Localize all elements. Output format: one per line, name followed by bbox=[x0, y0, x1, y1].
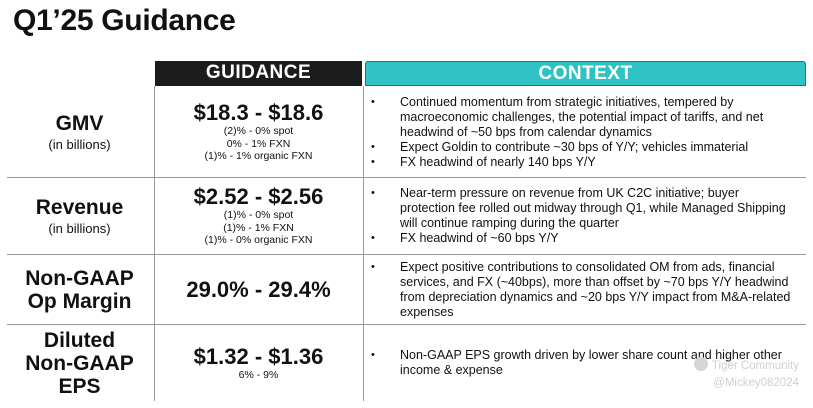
bullet-icon: • bbox=[371, 260, 375, 273]
metric-unit: (in billions) bbox=[48, 220, 111, 236]
guidance-range: $1.32 - $1.36 bbox=[193, 343, 324, 369]
context-text: Non-GAAP EPS growth driven by lower shar… bbox=[400, 348, 782, 377]
context-cell: • Near-term pressure on revenue from UK C… bbox=[365, 178, 795, 254]
context-text: Near-term pressure on revenue from UK C2… bbox=[400, 186, 786, 230]
guidance-range: $2.52 - $2.56 bbox=[193, 184, 324, 210]
context-text: FX headwind of ~60 bps Y/Y bbox=[400, 231, 559, 245]
bullet-icon: • bbox=[371, 187, 375, 199]
guidance-cell: 29.0% - 29.4% bbox=[155, 255, 362, 324]
guidance-note: 0% - 1% FXN bbox=[226, 137, 291, 150]
metric-cell: Diluted Non-GAAP EPS bbox=[7, 325, 152, 401]
guidance-range: 29.0% - 29.4% bbox=[186, 276, 331, 302]
metric-unit: (in billions) bbox=[48, 136, 111, 152]
metric-cell: GMV (in billions) bbox=[7, 87, 152, 177]
context-text: FX headwind of nearly 140 bps Y/Y bbox=[400, 154, 596, 169]
context-cell: • Non-GAAP EPS growth driven by lower sha… bbox=[365, 325, 795, 401]
context-text: Continued momentum from strategic initia… bbox=[400, 94, 764, 139]
guidance-note: (1)% - 1% organic FXN bbox=[204, 150, 313, 163]
divider-left bbox=[154, 86, 155, 401]
metric-name: Diluted bbox=[43, 328, 116, 352]
guidance-note: (1)% - 0% organic FXN bbox=[204, 234, 313, 247]
watermark-brand: Tiger Community bbox=[693, 357, 799, 375]
page-title: Q1’25 Guidance bbox=[13, 4, 236, 37]
context-bullet: • Near-term pressure on revenue from UK C… bbox=[365, 186, 795, 231]
context-cell: • Continued momentum from strategic initi… bbox=[365, 87, 795, 177]
context-bullet: • FX headwind of nearly 140 bps Y/Y bbox=[365, 155, 795, 170]
tiger-logo-icon bbox=[693, 357, 708, 371]
context-bullet: • Expect positive contributions to consol… bbox=[365, 260, 795, 320]
metric-name: Op Margin bbox=[27, 289, 132, 313]
context-bullet: • FX headwind of ~60 bps Y/Y bbox=[365, 231, 795, 246]
bullet-icon: • bbox=[371, 349, 375, 361]
context-text: Expect Goldin to contribute ~30 bps of Y… bbox=[400, 139, 749, 154]
row-divider bbox=[7, 177, 806, 178]
bullet-icon: • bbox=[371, 155, 375, 168]
metric-name: Revenue bbox=[35, 195, 124, 219]
bullet-icon: • bbox=[371, 140, 375, 153]
watermark-brand-text: Tiger Community bbox=[711, 360, 799, 372]
watermark: Tiger Community @Mickey082024 bbox=[693, 357, 799, 392]
context-bullet: • Expect Goldin to contribute ~30 bps of … bbox=[365, 140, 795, 155]
context-text: Expect positive contributions to consoli… bbox=[400, 259, 791, 319]
guidance-header: GUIDANCE bbox=[155, 61, 362, 86]
guidance-note: (2)% - 0% spot bbox=[223, 125, 294, 138]
context-bullet: • Non-GAAP EPS growth driven by lower sha… bbox=[365, 348, 795, 378]
context-bullet: • Continued momentum from strategic initi… bbox=[365, 95, 795, 140]
guidance-cell: $18.3 - $18.6 (2)% - 0% spot 0% - 1% FXN… bbox=[155, 87, 362, 177]
metric-cell: Non-GAAP Op Margin bbox=[7, 255, 152, 324]
context-header: CONTEXT bbox=[365, 61, 806, 86]
guidance-note: 6% - 9% bbox=[238, 368, 279, 381]
divider-middle bbox=[363, 86, 364, 401]
metric-name: Non-GAAP bbox=[25, 351, 134, 375]
context-cell: • Expect positive contributions to consol… bbox=[365, 255, 795, 324]
metric-name: Non-GAAP bbox=[25, 266, 134, 290]
bullet-icon: • bbox=[371, 232, 375, 244]
guidance-range: $18.3 - $18.6 bbox=[193, 100, 324, 126]
metric-name: EPS bbox=[58, 374, 101, 398]
row-divider bbox=[7, 324, 806, 325]
guidance-note: (1)% - 1% FXN bbox=[223, 221, 294, 234]
guidance-cell: $1.32 - $1.36 6% - 9% bbox=[155, 325, 362, 401]
guidance-note: (1)% - 0% spot bbox=[223, 209, 294, 222]
row-divider bbox=[7, 254, 806, 255]
metric-cell: Revenue (in billions) bbox=[7, 178, 152, 254]
metric-name: GMV bbox=[55, 111, 104, 135]
guidance-cell: $2.52 - $2.56 (1)% - 0% spot (1)% - 1% F… bbox=[155, 178, 362, 254]
watermark-handle: @Mickey082024 bbox=[713, 377, 799, 389]
bullet-icon: • bbox=[371, 95, 375, 108]
